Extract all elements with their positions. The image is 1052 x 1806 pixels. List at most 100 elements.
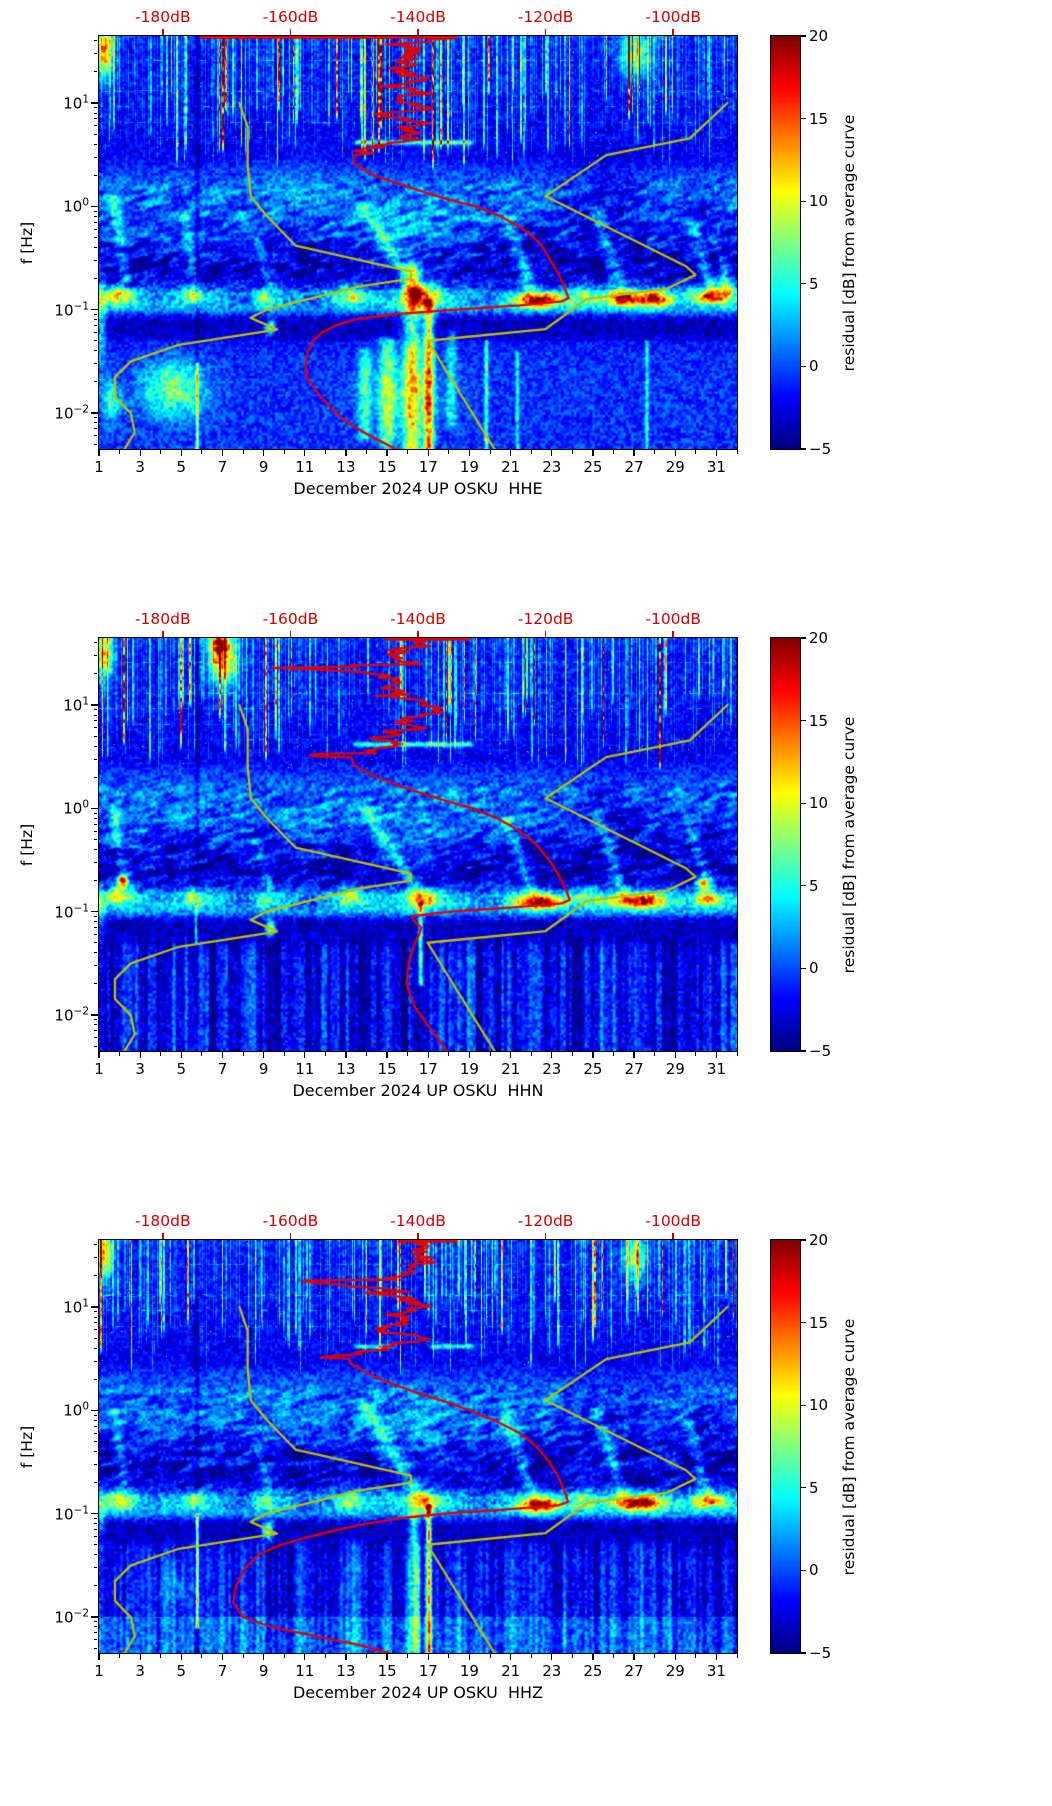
x-axis-tick-label: 3 [135,458,145,476]
y-axis-tick [91,704,98,706]
x-axis-minor-tick [201,450,203,454]
x-axis-tick [592,1052,594,1058]
x-axis-tick-label: 5 [176,1662,187,1680]
x-axis-tick-label: 19 [459,1662,479,1680]
y-axis-minor-tick [93,727,97,729]
x-axis-tick-label: 1 [94,458,104,476]
x-axis-tick [345,1654,347,1660]
y-tick-exponent: −2 [73,1005,89,1018]
x-axis-minor-tick [571,1654,573,1658]
x-axis-tick [633,1052,635,1058]
x-axis-tick-label: 19 [459,1060,479,1078]
x-axis-tick [98,1654,100,1660]
x-axis-minor-tick [407,1654,409,1658]
plot-area [97,1238,738,1654]
y-axis-minor-tick [93,1311,97,1313]
y-axis-minor-tick [93,1554,97,1556]
y-axis-minor-tick [93,1647,97,1649]
y-tick-exponent: −2 [73,403,89,416]
x-axis-minor-tick [366,1654,368,1658]
y-axis-minor-tick [93,422,97,424]
top-axis-tick-label: -100dB [645,8,702,26]
y-axis-minor-tick [93,107,97,109]
y-axis-label: f [Hz] [18,1425,36,1468]
x-axis-tick [139,1052,141,1058]
y-axis-tick [91,1616,98,1618]
x-axis-tick-label: 1 [94,1060,104,1078]
y-axis-minor-tick [93,435,97,437]
x-axis-tick-label: 25 [583,1060,603,1078]
y-axis-minor-tick [93,40,97,42]
x-axis-tick-label: 29 [665,458,685,476]
y-axis-minor-tick [93,112,97,114]
x-axis-tick-label: 17 [418,1060,438,1078]
y-axis-minor-tick [93,880,97,882]
top-axis-tick-label: -140dB [390,610,446,628]
x-axis-minor-tick [613,1052,615,1056]
colorbar-tick [801,283,806,285]
x-axis-minor-tick [407,1052,409,1056]
colorbar-tick [801,802,806,804]
colorbar-tick [801,35,806,37]
x-axis-label: December 2024 UP OSKU HHZ [292,1683,544,1702]
colorbar-tick-label: 10 [809,192,829,211]
y-axis-minor-tick [93,1347,97,1349]
y-axis-minor-tick [93,1529,97,1531]
x-axis-tick-label: 7 [217,1662,228,1680]
colorbar-label: residual [dB] from average curve [840,716,858,973]
x-axis-minor-tick [571,1052,573,1056]
y-axis-tick [91,102,98,104]
colorbar-tick-label: −5 [809,1644,832,1662]
top-axis-tick-label: -140dB [390,1212,446,1230]
y-axis-minor-tick [93,709,97,711]
y-axis-minor-tick [93,812,97,814]
colorbar [769,1238,801,1654]
y-axis-minor-tick [93,156,97,158]
top-axis-tick-label: -100dB [645,1212,702,1230]
top-axis-tick [289,1233,292,1239]
x-axis-tick [98,1052,100,1058]
y-axis-minor-tick [93,1544,97,1546]
y-axis-minor-tick [93,776,97,778]
x-axis-tick [468,1654,471,1660]
x-axis-minor-tick [119,1052,121,1056]
x-axis-minor-tick [119,1654,121,1658]
x-axis-minor-tick [366,1052,368,1056]
x-axis-tick [180,1052,182,1058]
y-axis-minor-tick [93,1275,97,1277]
x-axis-minor-tick [571,450,573,454]
x-axis-tick [427,1052,429,1058]
y-axis-minor-tick [93,332,97,334]
y-axis-minor-tick [93,1523,97,1525]
x-axis-tick-label: 13 [336,1662,356,1680]
top-axis-tick-label: -180dB [134,610,191,628]
x-axis-tick-label: 15 [377,1662,397,1680]
colorbar-tick [801,719,806,722]
colorbar [769,636,801,1052]
colorbar-tick-label: −5 [809,1042,832,1060]
y-axis-minor-tick [93,758,97,760]
x-axis-tick [715,1654,718,1660]
x-axis-tick-label: 9 [258,458,269,476]
y-axis-tick-label: 10−1 [54,1504,89,1524]
colorbar-tick-label: 15 [809,1313,829,1332]
y-axis-minor-tick [93,927,97,929]
x-axis-tick-label: 11 [295,1662,315,1680]
top-axis-tick-label: -160dB [262,8,319,26]
x-axis-minor-tick [242,1654,244,1658]
y-axis-minor-tick [93,325,97,327]
x-axis-tick-label: 3 [135,1662,145,1680]
y-axis-minor-tick [93,1030,97,1032]
top-axis-tick [544,631,547,637]
x-axis-tick-label: 11 [295,1060,315,1078]
x-axis-tick [180,1654,182,1660]
top-axis-tick [289,631,292,637]
y-tick-exponent: −2 [73,1607,89,1620]
y-axis-minor-tick [93,965,97,967]
x-axis-minor-tick [736,1052,738,1056]
x-axis-minor-tick [695,1654,697,1658]
colorbar-tick-label: 15 [809,109,829,128]
y-axis-minor-tick [93,848,97,850]
y-axis-minor-tick [93,443,97,445]
y-axis-minor-tick [93,1244,97,1246]
